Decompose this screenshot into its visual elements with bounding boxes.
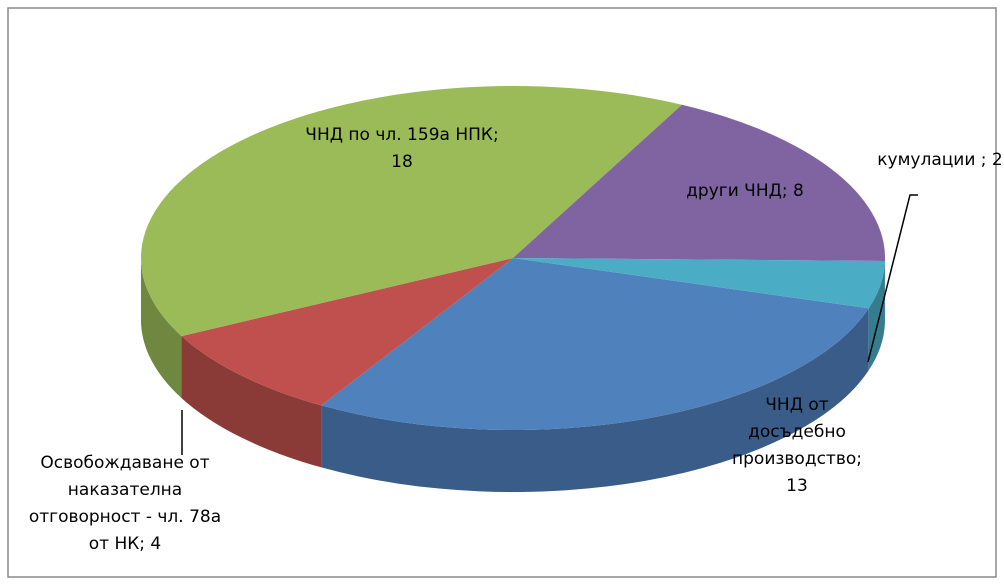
label-line: ЧНД от: [765, 395, 829, 415]
slice: [141, 86, 682, 337]
label-line: други ЧНД; 8: [686, 181, 804, 201]
label-line: ЧНД по чл. 159а НПК;: [305, 125, 498, 145]
slice-side: [321, 308, 869, 492]
label-line: отговорност - чл. 78а: [29, 507, 221, 527]
slice: [321, 258, 869, 430]
label-line: досъдебно: [748, 422, 846, 442]
data-label: ЧНД по чл. 159а НПК; 18: [305, 125, 498, 172]
data-label: други ЧНД; 8: [686, 181, 804, 201]
data-label: ЧНД от досъдебно производство; 13: [732, 395, 862, 496]
slice-side: [141, 258, 182, 399]
data-label: кумулации ; 2: [877, 150, 1003, 170]
leader-line: [867, 194, 918, 363]
label-line: 13: [786, 476, 808, 496]
label-line: от НК; 4: [89, 534, 162, 554]
label-line: 18: [391, 152, 413, 172]
label-line: наказателна: [68, 480, 182, 500]
slice: [513, 104, 885, 262]
label-line: кумулации ; 2: [877, 150, 1003, 170]
slice-side: [181, 336, 322, 468]
label-line: производство;: [732, 449, 862, 469]
label-line: Освобождаване от: [40, 453, 209, 473]
slice: [513, 258, 885, 309]
slice: [181, 258, 513, 406]
data-label: Освобождаване от наказателна отговорност -…: [29, 453, 221, 554]
